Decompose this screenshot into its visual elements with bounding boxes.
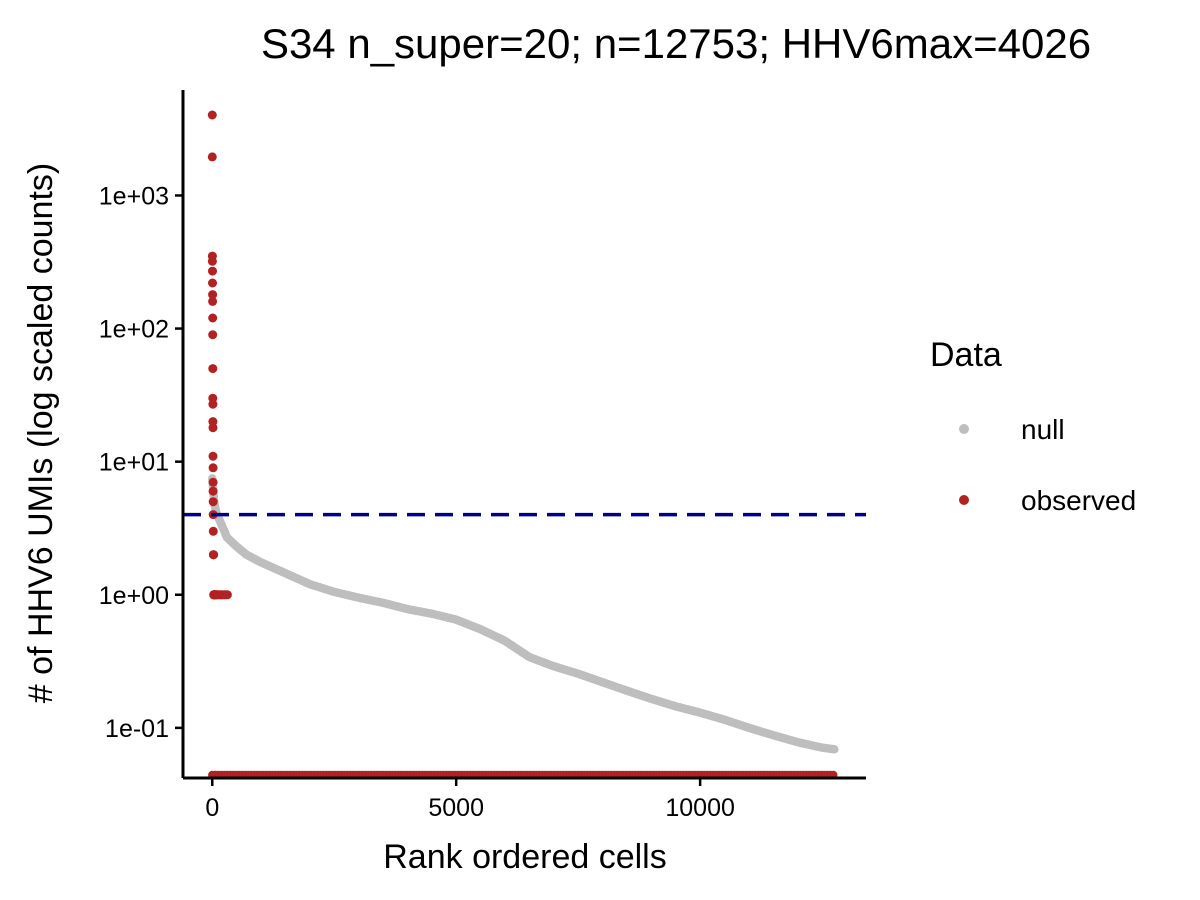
observed-point bbox=[208, 451, 218, 461]
y-tick-label: 1e-01 bbox=[105, 715, 169, 743]
observed-point bbox=[208, 330, 218, 340]
observed-point bbox=[208, 526, 218, 536]
observed-point bbox=[208, 477, 218, 487]
y-tick-label: 1e+03 bbox=[99, 182, 169, 210]
y-tick-label: 1e+02 bbox=[99, 316, 169, 344]
x-tick-label: 5000 bbox=[428, 794, 484, 822]
null-series bbox=[208, 474, 839, 754]
observed-point bbox=[208, 296, 218, 306]
legend-null-marker bbox=[959, 424, 969, 434]
observed-point bbox=[207, 256, 217, 266]
observed-point bbox=[208, 399, 218, 409]
y-axis-ticks: 1e-01 1e+00 1e+01 1e+02 1e+03 bbox=[99, 182, 183, 743]
legend-null-label: null bbox=[1021, 414, 1065, 445]
legend-title: Data bbox=[930, 336, 1002, 374]
observed-point bbox=[208, 278, 217, 288]
observed-point bbox=[208, 463, 218, 473]
legend: Data null observed bbox=[930, 336, 1136, 516]
y-axis-label: # of HHV6 UMIs (log scaled counts) bbox=[22, 163, 60, 703]
y-tick-label: 1e+01 bbox=[99, 449, 169, 477]
legend-observed-marker bbox=[959, 495, 969, 505]
observed-point bbox=[208, 266, 217, 276]
observed-point bbox=[207, 152, 217, 162]
observed-point bbox=[208, 486, 218, 496]
x-axis-ticks: 0 5000 10000 bbox=[205, 778, 735, 822]
legend-observed-label: observed bbox=[1021, 485, 1136, 516]
x-tick-label: 0 bbox=[205, 794, 219, 822]
plot-area bbox=[183, 110, 866, 780]
y-tick-label: 1e+00 bbox=[99, 582, 169, 610]
observed-point bbox=[222, 590, 232, 600]
observed-point bbox=[208, 290, 218, 300]
observed-series bbox=[207, 110, 838, 780]
observed-point bbox=[209, 550, 219, 560]
chart-title: S34 n_super=20; n=12753; HHV6max=4026 bbox=[261, 20, 1091, 67]
null-point bbox=[830, 745, 839, 754]
observed-point bbox=[207, 110, 217, 120]
x-tick-label: 10000 bbox=[665, 794, 735, 822]
observed-point bbox=[208, 313, 218, 323]
observed-point bbox=[208, 364, 218, 374]
observed-point bbox=[208, 423, 218, 433]
x-axis-label: Rank ordered cells bbox=[383, 838, 666, 876]
observed-point bbox=[208, 497, 218, 507]
